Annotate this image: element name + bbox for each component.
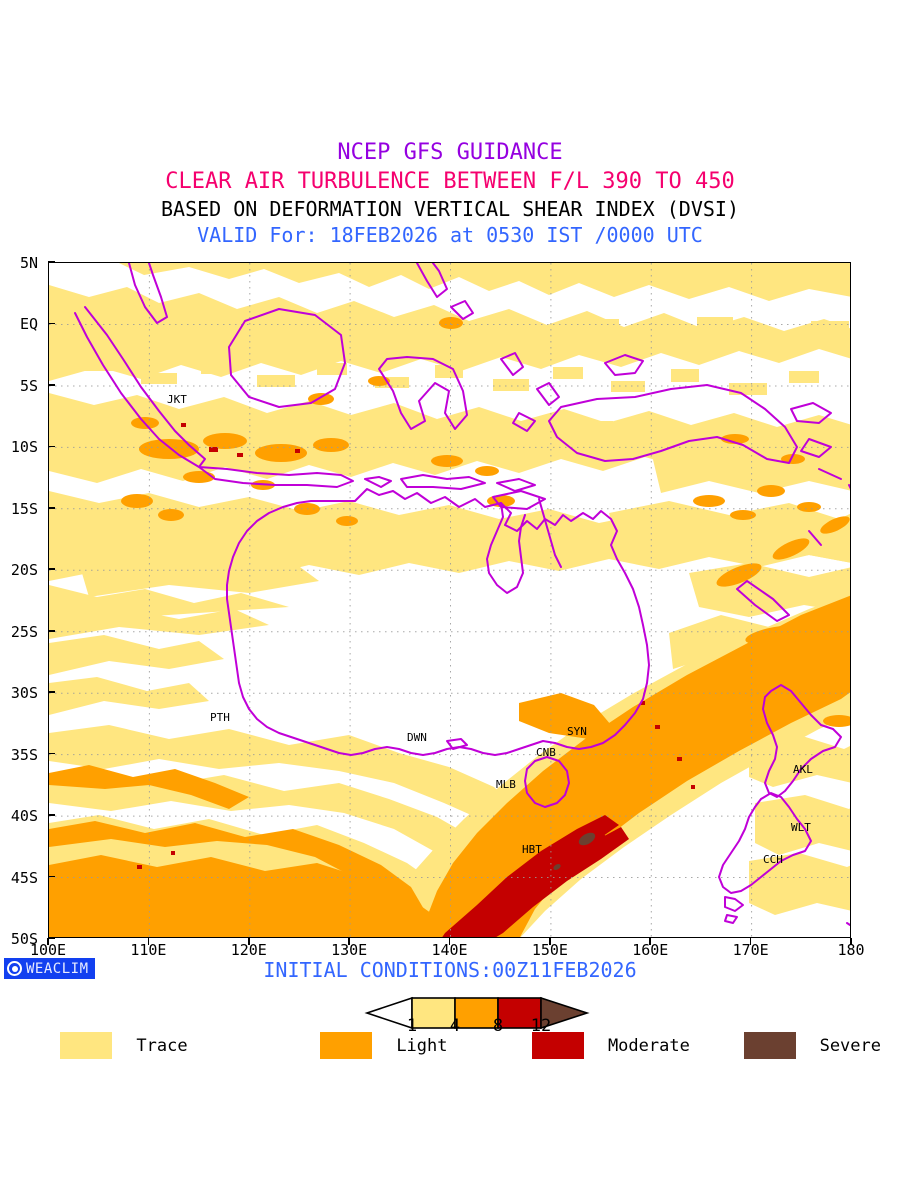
y-axis-tick bbox=[48, 629, 55, 632]
legend-item-severe: Severe bbox=[743, 1032, 881, 1059]
x-axis-label-130E: 130E bbox=[331, 941, 368, 959]
colorbar-over-arrow bbox=[540, 996, 590, 1030]
city-label-WLT: WLT bbox=[791, 821, 811, 834]
colorbar bbox=[0, 992, 900, 1038]
x-axis-tick bbox=[850, 938, 852, 945]
legend-item-moderate: Moderate bbox=[531, 1032, 690, 1059]
legend-label-moderate: Moderate bbox=[607, 1035, 690, 1056]
colorbar-swatch-moderate bbox=[497, 997, 542, 1029]
colorbar-swatch-light bbox=[454, 997, 499, 1029]
x-axis-label-170E: 170E bbox=[732, 941, 769, 959]
y-axis-tick bbox=[48, 814, 55, 816]
x-axis-label-100E: 100E bbox=[29, 941, 67, 959]
legend-swatch-light bbox=[320, 1032, 373, 1059]
city-label-CNB: CNB bbox=[536, 746, 556, 759]
colorbar-tick-4: 4 bbox=[449, 1016, 461, 1036]
y-axis-label-35S: 35S bbox=[10, 745, 38, 764]
y-axis-tick bbox=[48, 261, 55, 263]
city-label-AKL: AKL bbox=[793, 763, 813, 776]
x-axis-tick bbox=[47, 938, 49, 945]
x-axis-label-110E: 110E bbox=[130, 941, 167, 959]
x-axis-tick bbox=[549, 938, 551, 945]
x-axis-label-120E: 120E bbox=[230, 941, 267, 959]
title-line-ncep-gfs-guidance: NCEP GFS GUIDANCE bbox=[337, 140, 563, 165]
y-axis-label-EQ: EQ bbox=[19, 315, 38, 334]
coastline-layer bbox=[74, 263, 850, 926]
y-axis-label-5N: 5N bbox=[19, 254, 38, 272]
y-axis-label-5S: 5S bbox=[19, 376, 38, 395]
city-label-HBT: HBT bbox=[522, 843, 542, 856]
x-axis-label-160E: 160E bbox=[632, 941, 669, 959]
city-label-SYN: SYN bbox=[567, 725, 587, 738]
y-axis-label-50S: 50S bbox=[10, 930, 38, 948]
x-axis-tick bbox=[147, 938, 150, 945]
weaclim-label: WEACLIM bbox=[26, 960, 89, 977]
initial-conditions-text: INITIAL CONDITIONS:00Z11FEB2026 bbox=[263, 958, 637, 982]
title-line-dvsi-basis: BASED ON DEFORMATION VERTICAL SHEAR INDE… bbox=[161, 197, 739, 222]
x-axis-tick bbox=[749, 938, 752, 945]
y-axis: 5N EQ 5S 10S 15S 20S 25S 30S 35S 40S 45S 50S bbox=[0, 254, 44, 948]
moderate-contour-layer bbox=[137, 423, 695, 937]
x-axis-tick bbox=[649, 938, 652, 945]
city-label-MLB: MLB bbox=[496, 778, 516, 791]
y-axis-tick bbox=[48, 937, 55, 939]
colorbar-tick-12: 12 bbox=[530, 1016, 552, 1036]
colorbar-svg bbox=[364, 996, 590, 1030]
y-axis-tick bbox=[48, 691, 55, 693]
y-axis-tick bbox=[48, 568, 55, 571]
legend-label-trace: Trace bbox=[136, 1035, 188, 1056]
y-axis-label-10S: 10S bbox=[10, 438, 38, 457]
severe-contour-layer bbox=[553, 832, 596, 870]
y-axis-tick bbox=[48, 875, 55, 878]
x-axis-label-140E: 140E bbox=[431, 941, 468, 959]
y-axis-tick bbox=[48, 322, 55, 325]
legend-item-trace: Trace bbox=[60, 1032, 188, 1059]
map-plot-area: JKT DWN PTH SYN CNB MLB HBT AKL WLT CCH bbox=[48, 262, 851, 938]
light-contour-layer bbox=[49, 317, 850, 937]
legend-swatch-moderate bbox=[531, 1032, 584, 1059]
x-axis-label-180: 180 bbox=[837, 941, 865, 959]
city-label-layer: JKT DWN PTH SYN CNB MLB HBT AKL WLT CCH bbox=[167, 393, 813, 866]
y-axis-tick bbox=[48, 384, 55, 386]
city-label-PTH: PTH bbox=[210, 711, 230, 724]
colorbar-tick-8: 8 bbox=[492, 1016, 504, 1036]
x-axis-tick bbox=[448, 938, 451, 945]
x-axis: 100E 110E 120E 130E 140E 150E 160E 170E 180 bbox=[0, 941, 900, 963]
chart-title-block: NCEP GFS GUIDANCE CLEAR AIR TURBULENCE B… bbox=[0, 138, 900, 249]
y-axis-label-45S: 45S bbox=[10, 868, 38, 887]
x-axis-tick bbox=[247, 938, 250, 945]
weaclim-ring-icon bbox=[7, 961, 22, 976]
city-label-CCH: CCH bbox=[763, 853, 783, 866]
y-axis-label-30S: 30S bbox=[10, 684, 38, 703]
title-line-valid-time: VALID For: 18FEB2026 at 0530 IST /0000 U… bbox=[197, 223, 703, 248]
y-axis-tick bbox=[48, 445, 55, 448]
colorbar-swatch-trace bbox=[411, 997, 456, 1029]
title-line-clear-air-turbulence: CLEAR AIR TURBULENCE BETWEEN F/L 390 TO … bbox=[165, 169, 735, 195]
legend: Trace Light Moderate Severe bbox=[0, 1032, 900, 1064]
y-axis-label-40S: 40S bbox=[10, 807, 38, 826]
y-axis-label-20S: 20S bbox=[10, 561, 38, 580]
y-axis-label-25S: 25S bbox=[10, 622, 38, 641]
legend-item-light: Light bbox=[320, 1032, 448, 1059]
x-axis-label-150E: 150E bbox=[531, 941, 568, 959]
y-axis-tick bbox=[48, 507, 55, 509]
legend-swatch-severe bbox=[743, 1032, 796, 1059]
x-axis-tick bbox=[348, 938, 350, 945]
legend-label-severe: Severe bbox=[819, 1035, 881, 1056]
city-label-DWN: DWN bbox=[407, 731, 427, 744]
legend-label-light: Light bbox=[396, 1035, 448, 1056]
city-label-JKT: JKT bbox=[167, 393, 187, 406]
y-axis-tick bbox=[48, 752, 55, 755]
weaclim-logo: WEACLIM bbox=[4, 958, 95, 979]
colorbar-tick-1: 1 bbox=[406, 1016, 418, 1036]
y-axis-label-15S: 15S bbox=[10, 499, 38, 518]
legend-swatch-trace bbox=[60, 1032, 113, 1059]
cat-contour-map: JKT DWN PTH SYN CNB MLB HBT AKL WLT CCH bbox=[49, 263, 850, 937]
